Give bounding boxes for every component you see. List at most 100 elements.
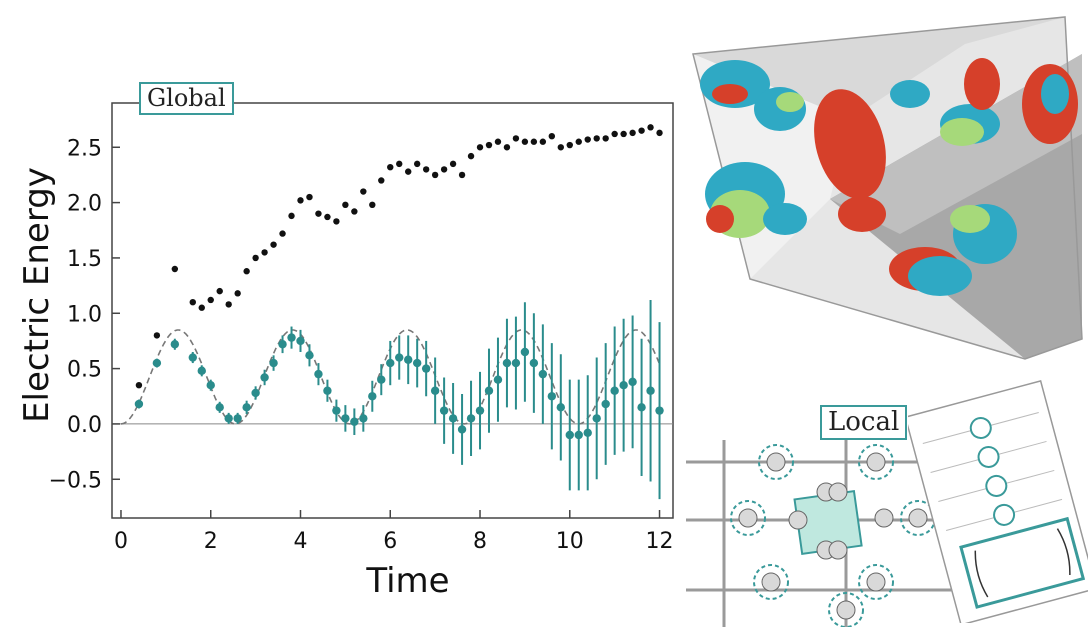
black-data-point: [360, 188, 367, 195]
black-data-point: [575, 138, 582, 145]
tensor-network-card-illustration: [908, 379, 1088, 623]
black-data-point: [440, 166, 448, 173]
black-data-point: [342, 201, 349, 209]
black-data-point: [458, 171, 466, 179]
black-data-point: [378, 177, 385, 184]
teal-data-point: [188, 353, 197, 362]
3d-simulation-box-illustration: [692, 16, 1083, 360]
black-data-point: [656, 129, 663, 137]
black-data-point: [512, 135, 520, 142]
teal-data-point: [439, 406, 449, 415]
teal-data-point: [619, 381, 628, 390]
y-tick-label: 1.5: [67, 247, 102, 272]
teal-data-point: [565, 430, 574, 440]
x-tick-label: 8: [473, 529, 487, 554]
teal-data-point: [323, 386, 332, 395]
teal-data-point: [574, 430, 583, 440]
point-layer: [134, 124, 664, 440]
teal-data-point: [556, 403, 565, 412]
black-data-point: [485, 141, 493, 149]
teal-data-point: [646, 386, 655, 395]
teal-data-point: [278, 340, 287, 349]
teal-data-point: [341, 414, 350, 423]
x-tick-layer: 0 2 4 6 8 10 12: [114, 510, 674, 554]
black-data-point: [135, 382, 143, 389]
black-data-point: [234, 290, 241, 297]
teal-data-point: [610, 386, 619, 395]
teal-data-point: [655, 406, 664, 415]
teal-data-point: [134, 399, 144, 409]
teal-data-point: [395, 353, 404, 362]
black-data-point: [405, 168, 412, 175]
teal-data-point: [430, 386, 440, 395]
teal-data-point: [475, 406, 485, 415]
x-tick-label: 12: [646, 529, 674, 554]
teal-data-point: [206, 381, 215, 390]
black-data-point: [476, 144, 484, 151]
black-data-point: [306, 193, 313, 201]
teal-data-point: [448, 414, 458, 423]
black-data-point: [449, 160, 457, 168]
error-bar-layer: [137, 299, 661, 500]
black-data-point: [252, 254, 259, 262]
teal-data-point: [484, 386, 494, 395]
black-data-point: [153, 332, 161, 339]
black-data-point: [297, 197, 304, 204]
x-tick-label: 0: [114, 529, 128, 554]
y-tick-label: 0.0: [67, 413, 102, 438]
y-tick-label: −0.5: [49, 468, 102, 493]
black-data-point: [530, 138, 538, 145]
global-tag: Global: [139, 82, 234, 115]
black-data-point: [566, 141, 573, 149]
teal-data-point: [215, 403, 224, 412]
teal-data-point: [359, 414, 368, 423]
black-data-point: [422, 166, 430, 173]
black-data-point: [189, 299, 196, 306]
teal-data-point: [493, 375, 503, 384]
black-data-point: [557, 144, 564, 151]
teal-data-point: [601, 399, 610, 409]
black-data-point: [467, 152, 475, 160]
teal-data-point: [233, 414, 242, 423]
black-data-point: [333, 218, 340, 225]
teal-data-point: [592, 414, 601, 423]
teal-data-point: [350, 417, 359, 426]
black-data-point: [431, 171, 439, 179]
black-data-point: [387, 163, 394, 171]
teal-data-point: [260, 373, 269, 382]
y-tick-label: 2.0: [67, 192, 102, 217]
black-data-point: [171, 265, 179, 273]
teal-data-point: [404, 355, 413, 364]
x-tick-label: 4: [293, 529, 307, 554]
teal-data-point: [269, 358, 278, 368]
black-data-point: [611, 130, 618, 138]
black-data-point: [315, 210, 322, 217]
x-tick-label: 10: [556, 529, 584, 554]
teal-data-point: [197, 366, 206, 376]
field-blobs: [700, 58, 1078, 296]
teal-data-point: [520, 347, 530, 357]
y-tick-label: 0.5: [67, 358, 102, 383]
teal-data-point: [305, 351, 314, 360]
teal-data-point: [583, 428, 592, 437]
teal-data-point: [386, 358, 395, 368]
teal-data-point: [368, 392, 377, 401]
black-data-point: [225, 301, 232, 308]
teal-data-point: [466, 414, 476, 423]
black-data-point: [396, 160, 403, 168]
electric-energy-chart: 0 2 4 6 8 10 12 −0.5 0.0 0.5 1.0 1.5 2.0 2.5 Time El…: [17, 102, 674, 601]
teal-data-point: [332, 406, 341, 415]
black-data-point: [288, 212, 295, 220]
black-data-point: [593, 135, 600, 142]
black-data-point: [548, 133, 556, 140]
black-data-point: [521, 138, 529, 145]
black-data-point: [629, 129, 636, 137]
black-data-point: [647, 124, 654, 131]
teal-data-point: [152, 358, 162, 368]
x-tick-label: 2: [204, 529, 218, 554]
teal-data-point: [242, 403, 251, 412]
teal-data-point: [421, 364, 431, 373]
teal-data-point: [457, 425, 467, 434]
teal-data-point: [287, 333, 296, 342]
black-data-point: [494, 138, 502, 145]
